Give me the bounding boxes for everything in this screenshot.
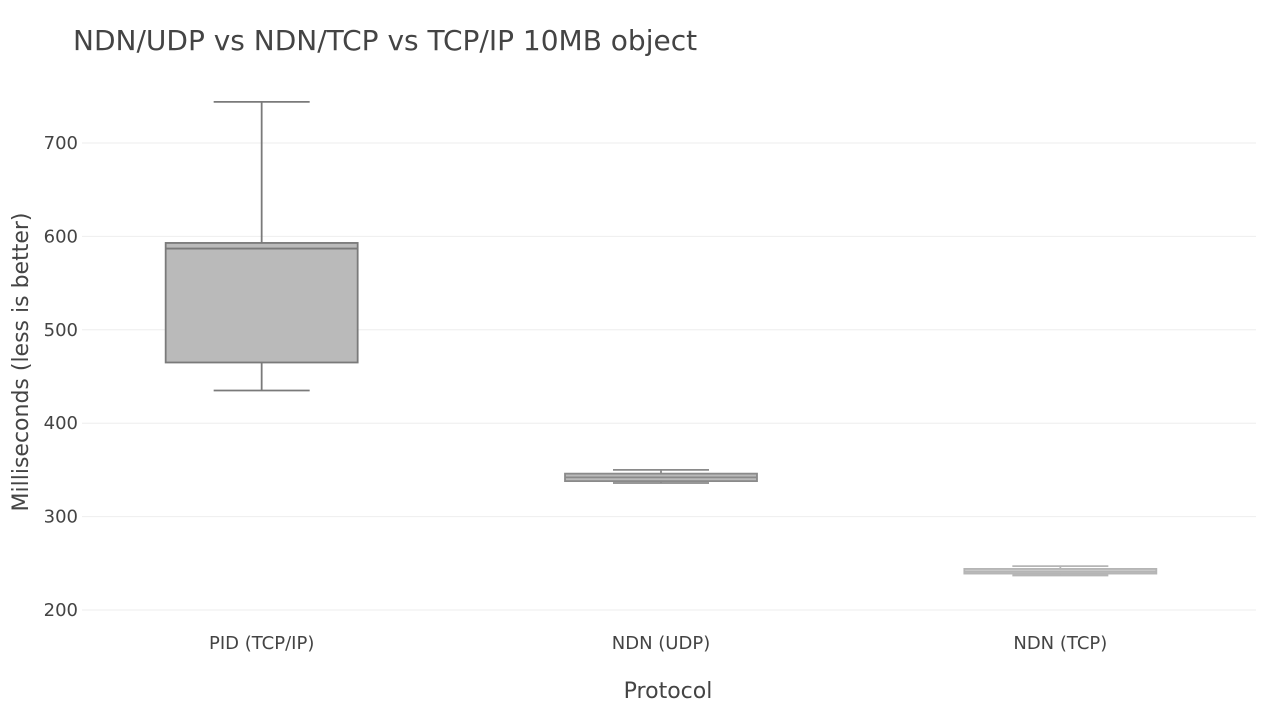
box-1	[164, 101, 359, 392]
y-axis-ticks: 200 300 400 500 600 700	[44, 133, 78, 621]
x-axis-label: Protocol	[624, 679, 713, 704]
y-tick-label: 700	[44, 133, 78, 154]
chart-title: NDN/UDP vs NDN/TCP vs TCP/IP 10MB object	[73, 24, 697, 57]
boxes	[164, 101, 1158, 577]
y-tick-label: 200	[44, 600, 78, 621]
y-tick-label: 600	[44, 226, 78, 247]
y-axis-label: Milliseconds (less is better)	[9, 213, 34, 512]
iqr-box	[164, 242, 359, 364]
x-tick-label: PID (TCP/IP)	[209, 633, 314, 654]
gridlines	[82, 142, 1256, 611]
x-tick-label: NDN (UDP)	[612, 633, 710, 654]
y-tick-label: 500	[44, 320, 78, 341]
y-tick-label: 400	[44, 413, 78, 434]
x-tick-label: NDN (TCP)	[1013, 633, 1107, 654]
box-2	[564, 468, 758, 484]
y-tick-label: 300	[44, 507, 78, 528]
box-3	[963, 565, 1158, 577]
x-axis-ticks: PID (TCP/IP) NDN (UDP) NDN (TCP)	[209, 633, 1107, 654]
